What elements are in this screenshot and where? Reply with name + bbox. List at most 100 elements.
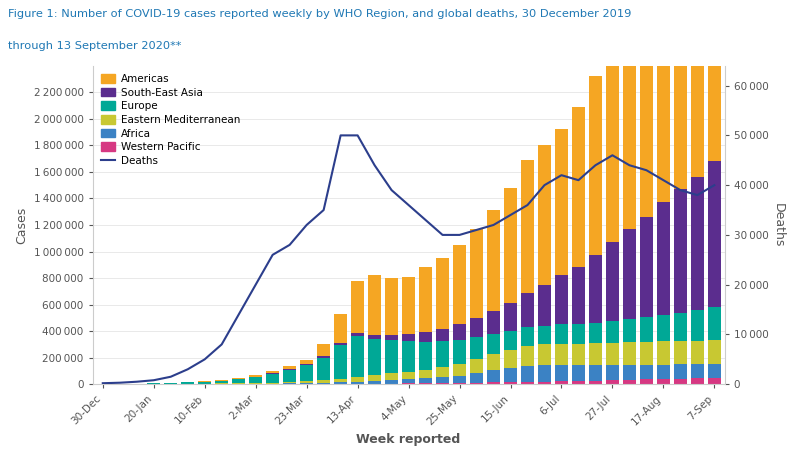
Bar: [386, 380, 398, 384]
Bar: [572, 343, 585, 365]
Bar: [453, 245, 466, 325]
Bar: [215, 380, 228, 381]
Legend: Americas, South-East Asia, Europe, Eastern Mediterranean, Africa, Western Pacifi: Americas, South-East Asia, Europe, Easte…: [98, 71, 243, 169]
Bar: [318, 380, 330, 383]
Bar: [708, 0, 721, 161]
Bar: [538, 326, 551, 344]
Bar: [504, 350, 517, 368]
Bar: [623, 380, 636, 384]
Bar: [182, 383, 194, 384]
Bar: [198, 381, 211, 382]
Bar: [504, 368, 517, 382]
Bar: [402, 341, 415, 372]
Bar: [266, 383, 279, 384]
Bar: [674, 313, 686, 341]
Bar: [538, 285, 551, 326]
Bar: [589, 381, 602, 384]
Bar: [623, 229, 636, 319]
Bar: [453, 376, 466, 383]
Bar: [283, 382, 296, 384]
X-axis label: Week reported: Week reported: [357, 433, 461, 446]
Bar: [283, 369, 296, 370]
Bar: [691, 0, 704, 177]
Bar: [351, 281, 364, 332]
Bar: [521, 366, 534, 382]
Bar: [334, 345, 347, 378]
Bar: [640, 365, 653, 379]
Bar: [436, 341, 449, 367]
Bar: [300, 383, 313, 384]
Bar: [674, 378, 686, 384]
Bar: [572, 107, 585, 266]
Bar: [521, 293, 534, 327]
Bar: [266, 373, 279, 374]
Bar: [419, 332, 432, 342]
Bar: [419, 378, 432, 383]
Bar: [504, 303, 517, 331]
Bar: [436, 258, 449, 329]
Bar: [521, 346, 534, 366]
Bar: [708, 307, 721, 340]
Bar: [606, 380, 619, 384]
Y-axis label: Cases: Cases: [15, 207, 28, 243]
Bar: [538, 145, 551, 285]
Bar: [436, 377, 449, 383]
Bar: [419, 383, 432, 384]
Bar: [419, 370, 432, 378]
Bar: [453, 364, 466, 376]
Bar: [300, 364, 313, 365]
Bar: [674, 365, 686, 378]
Bar: [300, 365, 313, 381]
Bar: [232, 379, 245, 383]
Bar: [691, 341, 704, 364]
Bar: [657, 379, 670, 384]
Bar: [572, 381, 585, 384]
Bar: [215, 381, 228, 384]
Bar: [589, 343, 602, 365]
Bar: [674, 0, 686, 189]
Text: through 13 September 2020**: through 13 September 2020**: [8, 41, 182, 52]
Bar: [402, 334, 415, 341]
Bar: [521, 327, 534, 346]
Bar: [453, 383, 466, 384]
Bar: [470, 373, 483, 383]
Bar: [589, 255, 602, 323]
Bar: [402, 372, 415, 379]
Bar: [300, 381, 313, 383]
Bar: [555, 381, 568, 384]
Bar: [368, 339, 381, 375]
Bar: [419, 342, 432, 370]
Bar: [487, 311, 500, 334]
Bar: [351, 336, 364, 377]
Bar: [470, 229, 483, 318]
Bar: [623, 365, 636, 380]
Bar: [708, 364, 721, 378]
Bar: [351, 382, 364, 384]
Bar: [640, 4, 653, 217]
Bar: [691, 310, 704, 341]
Bar: [606, 50, 619, 242]
Bar: [504, 331, 517, 350]
Bar: [572, 266, 585, 324]
Bar: [555, 325, 568, 344]
Bar: [453, 325, 466, 340]
Bar: [368, 335, 381, 339]
Bar: [386, 335, 398, 340]
Bar: [657, 315, 670, 342]
Bar: [708, 378, 721, 384]
Bar: [691, 378, 704, 384]
Bar: [334, 343, 347, 345]
Bar: [708, 161, 721, 307]
Bar: [487, 382, 500, 384]
Bar: [300, 360, 313, 364]
Bar: [402, 277, 415, 334]
Bar: [606, 242, 619, 321]
Bar: [674, 341, 686, 365]
Bar: [334, 378, 347, 382]
Bar: [487, 355, 500, 370]
Bar: [487, 370, 500, 382]
Bar: [386, 278, 398, 335]
Bar: [657, 202, 670, 315]
Bar: [504, 382, 517, 384]
Bar: [419, 267, 432, 332]
